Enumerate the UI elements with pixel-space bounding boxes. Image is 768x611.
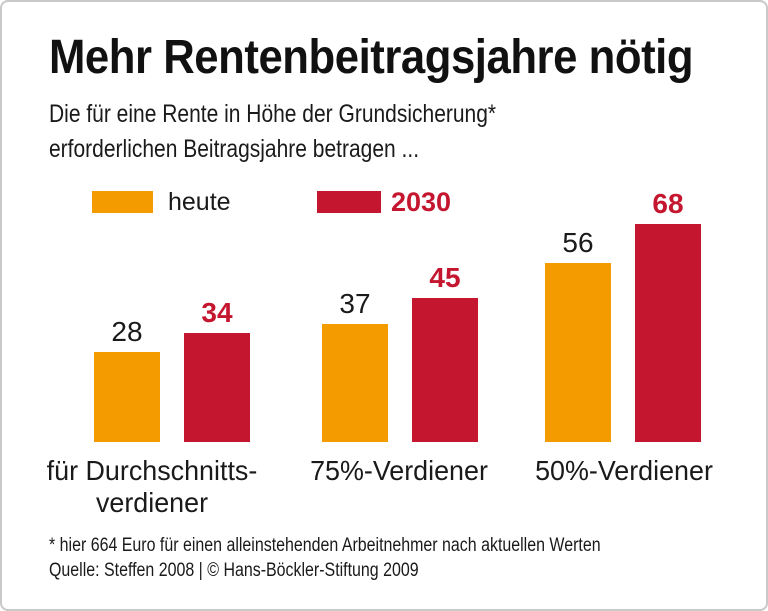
bar-heute-2	[545, 263, 611, 442]
legend-label-2030: 2030	[391, 187, 452, 217]
subtitle: Die für eine Rente in Höhe der Grundsich…	[49, 97, 581, 167]
bar-2030-1	[412, 298, 478, 442]
source-text: Quelle: Steffen 2008 | © Hans-Böckler-St…	[49, 560, 419, 581]
bar-heute-1	[322, 324, 388, 442]
bar-2030-2	[635, 224, 701, 442]
subtitle-line-1: Die für eine Rente in Höhe der Grundsich…	[49, 100, 497, 128]
value-label-2030-0: 34	[201, 297, 233, 328]
value-label-heute-0: 28	[111, 316, 143, 347]
footnote: * hier 664 Euro für einen alleinstehende…	[49, 535, 706, 556]
value-label-2030-1: 45	[429, 262, 461, 293]
category-label-1: 75%-Verdiener	[310, 455, 488, 486]
category-label-0: für Durchschnitts-verdiener	[46, 455, 258, 518]
bar-2030-0	[184, 333, 250, 442]
value-label-2030-2: 68	[652, 188, 684, 219]
legend-label-heute: heute	[168, 188, 231, 216]
category-label-2: 50%-Verdiener	[535, 455, 713, 486]
page-title: Mehr Rentenbeitragsjahre nötig	[49, 32, 757, 84]
bar-heute-0	[94, 352, 160, 442]
source-line: Quelle: Steffen 2008 | © Hans-Böckler-St…	[49, 560, 489, 581]
subtitle-line-2: erforderlichen Beitragsjahre betragen ..…	[49, 135, 420, 163]
value-label-heute-1: 37	[339, 288, 371, 319]
page-title-text: Mehr Rentenbeitragsjahre nötig	[49, 31, 694, 84]
value-label-heute-2: 56	[562, 227, 594, 258]
legend-swatch-2030	[317, 191, 381, 213]
footnote-text: * hier 664 Euro für einen alleinstehende…	[49, 535, 601, 556]
legend-swatch-heute	[92, 191, 153, 213]
